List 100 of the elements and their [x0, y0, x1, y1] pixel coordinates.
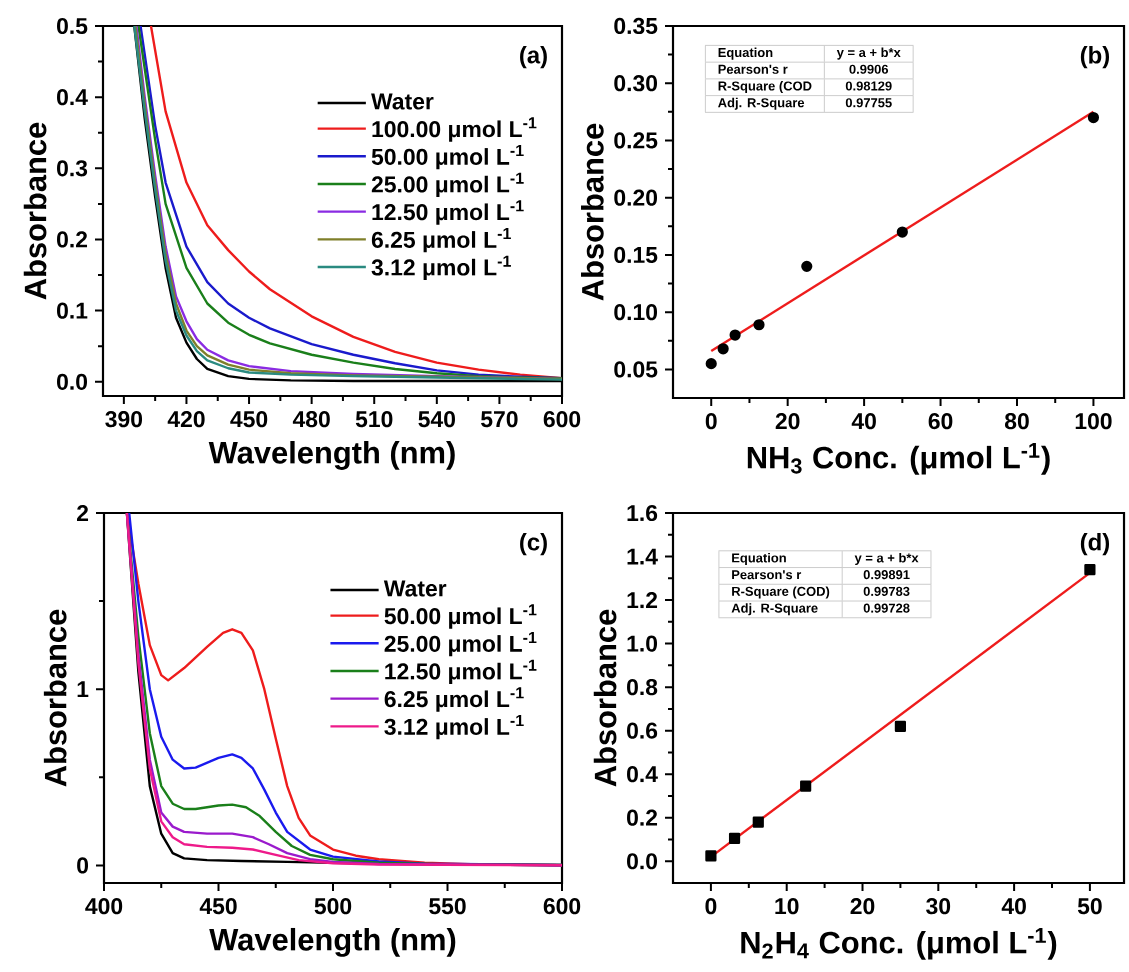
- annotation: 0.97755: [845, 98, 892, 108]
- x-axis-title: Wavelength (nm): [209, 927, 456, 957]
- y-axis-title: Absorbance: [581, 123, 604, 301]
- legend-label: 100.00 μmol L$^{-1}$: [372, 117, 537, 142]
- y-tick-label: 0.35: [614, 17, 658, 35]
- x-tick-label: 480: [292, 411, 330, 428]
- annotation: (a): [520, 46, 547, 69]
- x-axis-title: Wavelength (nm): [208, 440, 455, 470]
- point: [752, 816, 764, 828]
- x-tick-label: 0: [705, 413, 717, 430]
- legend-label: 50.00 μmol L$^{-1}$: [371, 144, 524, 170]
- annotation: y = a + b*x: [854, 552, 919, 566]
- point: [1084, 564, 1096, 576]
- point: [753, 319, 765, 331]
- y-tick-label: 0.4: [57, 89, 88, 106]
- y-tick-label: 2: [77, 505, 89, 522]
- annotation: 0.9906: [849, 64, 889, 74]
- y-tick-label: 1.2: [627, 592, 658, 609]
- legend-label: Water: [371, 93, 434, 110]
- annotation: Pearson's r: [732, 570, 802, 580]
- x-tick-label: 450: [199, 898, 237, 915]
- y-tick-label: 0.0: [57, 373, 88, 390]
- point: [728, 832, 741, 844]
- y-tick-label: 0.6: [627, 722, 658, 739]
- point: [896, 226, 908, 238]
- legend-label: 12.50 μmol L$^{-1}$: [385, 659, 537, 685]
- x-tick-label: 20: [775, 413, 800, 430]
- y-tick-label: 0.4: [627, 766, 658, 783]
- x-tick-label: 390: [105, 411, 143, 428]
- y-tick-label: 0.20: [614, 189, 658, 206]
- x-tick-label: 540: [418, 411, 455, 428]
- legend-label: 6.25 μmol L$^{-1}$: [371, 227, 511, 253]
- y-tick-label: 1.4: [627, 548, 658, 565]
- legend-label: 25.00 μmol L$^{-1}$: [384, 631, 537, 657]
- x-tick-label: 50: [1077, 898, 1102, 915]
- x-tick-label: 100: [1075, 413, 1112, 430]
- annotation: (d): [1080, 533, 1110, 556]
- annotation: Equation: [718, 47, 773, 60]
- legend-label: 25.00 μmol L$^{-1}$: [371, 172, 524, 198]
- y-tick-label: 0.15: [614, 246, 658, 264]
- y-axis-title: Absorbance: [23, 122, 47, 300]
- annotation: (c): [520, 533, 547, 556]
- y-tick-label: 1: [77, 681, 89, 698]
- point: [801, 260, 813, 272]
- annotation: 0.99891: [863, 570, 910, 580]
- x-tick-label: 10: [775, 898, 799, 915]
- y-tick-label: 0.25: [614, 132, 658, 149]
- y-tick-label: 1.6: [627, 504, 658, 522]
- y-axis-title: Absorbance: [593, 609, 617, 787]
- x-tick-label: 0: [705, 898, 717, 915]
- legend-label: Water: [383, 580, 447, 597]
- x-tick-label: 60: [928, 413, 953, 430]
- annotation: (b): [1080, 46, 1110, 69]
- x-tick-label: 550: [429, 898, 466, 915]
- point: [705, 850, 717, 862]
- x-tick-label: 400: [85, 898, 123, 915]
- x-tick-label: 500: [314, 898, 352, 915]
- x-tick-label: 20: [850, 898, 875, 915]
- x-axis-title: N$_{2}$H$_{4}$ Conc. (μmol L$^{-1}$): [741, 927, 1057, 960]
- x-tick-label: 80: [1004, 413, 1029, 430]
- legend-label: 6.25 μmol L$^{-1}$: [384, 687, 524, 712]
- annotation: R-Square (COD: [718, 81, 812, 94]
- x-tick-label: 510: [355, 411, 393, 428]
- x-tick-label: 450: [230, 411, 268, 428]
- annotation: 0.99783: [863, 586, 910, 596]
- y-tick-label: 0.3: [57, 160, 88, 177]
- x-tick-label: 30: [926, 898, 951, 915]
- point: [800, 780, 812, 792]
- x-tick-label: 40: [1001, 898, 1026, 915]
- annotation: Adj. R-Square: [731, 603, 818, 616]
- annotation: 0.98129: [845, 81, 892, 91]
- point: [729, 329, 741, 341]
- y-tick-label: 0.0: [627, 853, 658, 870]
- point: [717, 343, 729, 355]
- y-tick-label: 0.8: [627, 679, 658, 696]
- x-tick-label: 570: [481, 411, 518, 428]
- y-tick-label: 1.0: [627, 635, 658, 652]
- annotation: R-Square (COD): [732, 586, 830, 599]
- point: [894, 720, 906, 732]
- point: [705, 358, 717, 370]
- x-tick-label: 600: [543, 898, 581, 915]
- y-axis-title: Absorbance: [43, 609, 67, 787]
- x-tick-label: 40: [851, 413, 876, 430]
- point: [1087, 111, 1100, 124]
- y-tick-label: 0.2: [57, 231, 88, 248]
- y-tick-label: 0: [77, 857, 89, 874]
- annotation: 0.99728: [863, 603, 910, 613]
- y-tick-label: 0.5: [57, 17, 88, 35]
- legend-label: 50.00 μmol L$^{-1}$: [384, 604, 537, 629]
- annotation: Pearson's r: [718, 64, 788, 74]
- x-axis-title: NH$_{3}$ Conc. (μmol L$^{-1}$): [747, 442, 1050, 475]
- annotation: y = a + b*x: [836, 47, 901, 60]
- y-tick-label: 0.1: [57, 302, 88, 319]
- y-tick-label: 0.05: [614, 361, 658, 378]
- annotation: Adj. R-Square: [718, 97, 805, 110]
- annotation: Equation: [732, 552, 786, 566]
- legend-label: 3.12 μmol L$^{-1}$: [384, 714, 524, 740]
- y-tick-label: 0.10: [614, 304, 658, 321]
- legend-label: 3.12 μmol L$^{-1}$: [371, 255, 511, 281]
- x-tick-label: 420: [167, 411, 205, 428]
